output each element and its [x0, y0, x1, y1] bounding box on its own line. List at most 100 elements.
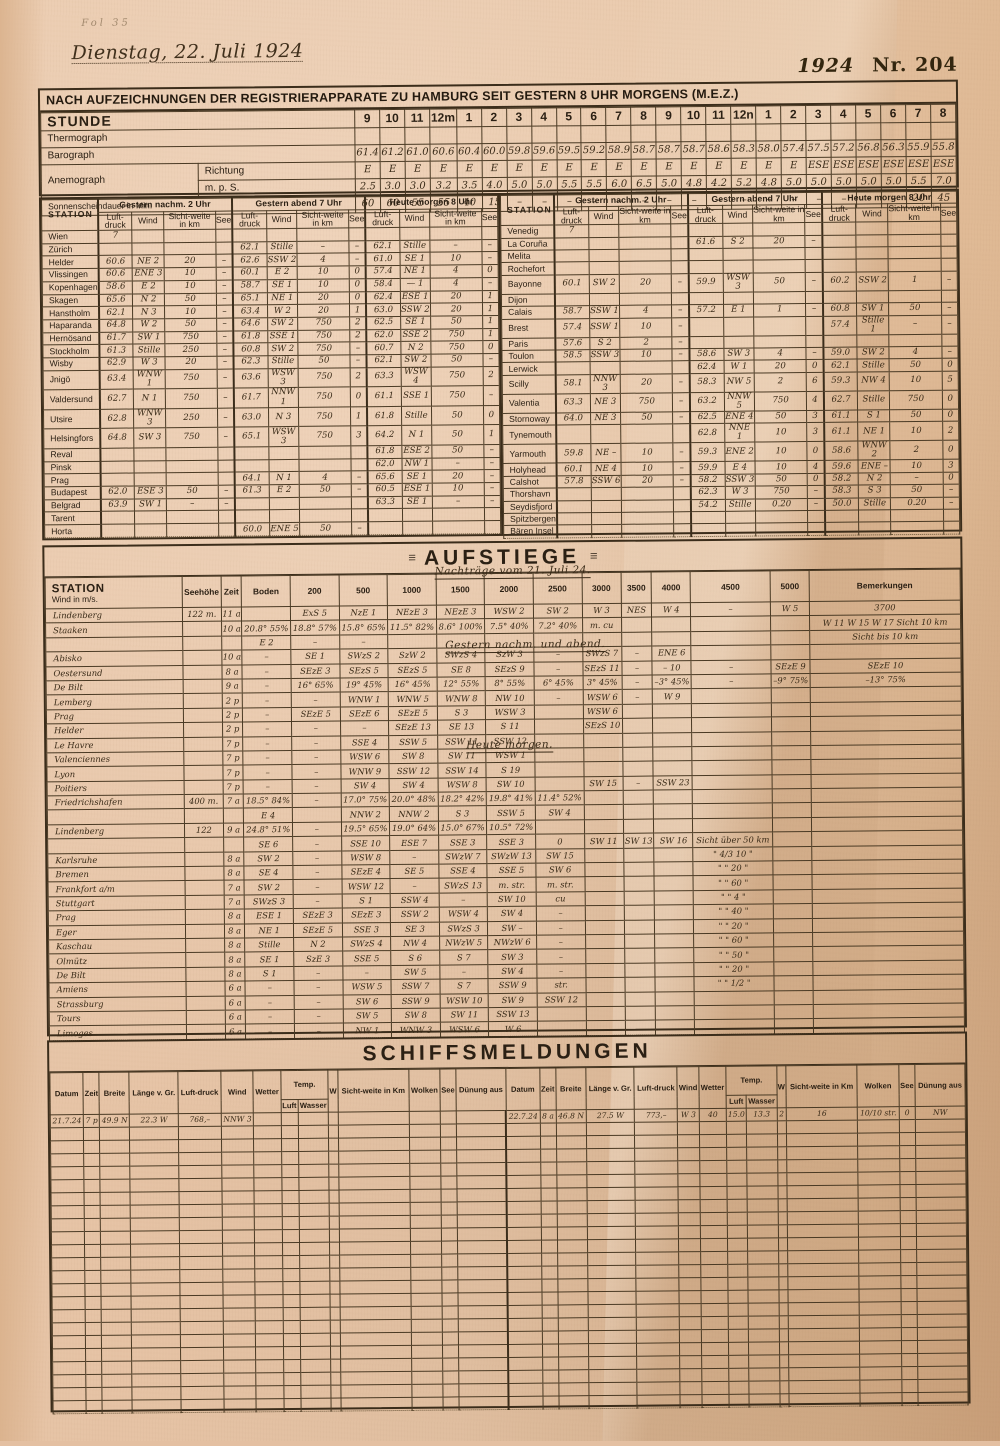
station-c-3: –	[942, 484, 960, 497]
ship-cell	[508, 1318, 543, 1332]
aufstiege-level-value-5000: W 5	[770, 601, 810, 617]
aufstiege-bemerkung: SEzE 10	[809, 657, 962, 674]
aufstiege-level-value-4000	[652, 703, 692, 719]
ship-cell	[179, 1282, 223, 1296]
ship-cell	[340, 1371, 412, 1386]
richtung-v8: E	[556, 159, 582, 177]
aufstiege-level-4500: 4500	[690, 570, 771, 603]
ship-cell	[180, 1321, 224, 1335]
note-gestern: Gestern nachm. und abend.	[445, 637, 606, 654]
hour-header-11: 8	[630, 106, 657, 126]
thermograph-v3	[429, 126, 457, 144]
aufstiege-level-value-3500	[623, 818, 655, 834]
station-c-1	[856, 221, 889, 235]
station-c-1: SSW 2	[400, 303, 431, 317]
ship-cell	[51, 1244, 85, 1258]
ship-cell	[440, 1149, 457, 1164]
ship-cell	[50, 1127, 84, 1141]
station-c-1: N 2	[858, 472, 891, 486]
ship-cell	[788, 1354, 860, 1368]
ship-cell: 8 a	[539, 1109, 557, 1124]
station-b-2	[296, 227, 349, 242]
aufstiege-level-value-4500: " " 4 "	[693, 889, 774, 905]
title-deco-right: ≡	[589, 548, 597, 564]
station-c-3	[940, 246, 958, 259]
aufstiege-seehoehe	[185, 880, 224, 896]
station-b-0	[234, 459, 269, 473]
ship-cell	[558, 1356, 589, 1370]
station-b-3	[805, 247, 823, 260]
ship-cell	[298, 1151, 330, 1165]
ship-cell	[338, 1215, 411, 1230]
station-c-1: N 2	[400, 341, 431, 355]
ship-cell	[282, 1229, 300, 1243]
aufstiege-level-value-3000: m. cu	[582, 617, 622, 633]
ship-cell	[900, 1301, 918, 1315]
ship-cell	[100, 1192, 131, 1206]
aufstiege-level-value-4500: –	[690, 601, 771, 618]
aufstiege-level-value-500: WNW 9	[340, 763, 390, 779]
ship-cell	[411, 1319, 443, 1333]
ship-cell	[442, 1370, 459, 1385]
aufstiege-level-value-1000: WNW 3	[391, 1022, 441, 1038]
aufstiege-level-value-200: N 2	[293, 937, 343, 952]
station-b-3	[348, 227, 366, 241]
station-b-0: 62.4	[689, 360, 724, 374]
ship-cell	[442, 1357, 459, 1372]
ship-cell	[52, 1335, 86, 1349]
station-a-2: 20	[164, 254, 216, 268]
station-c-2: 50	[431, 444, 484, 458]
ship-cell	[281, 1138, 299, 1152]
station-name: Brest	[501, 318, 556, 339]
ship-cell	[779, 1341, 789, 1355]
ship-cell	[100, 1244, 131, 1258]
station-b-1	[268, 446, 300, 460]
station-c-1: Stille	[401, 405, 432, 426]
station-b-2: 4	[753, 347, 807, 361]
station-b-3: 0	[349, 291, 367, 305]
aufstiege-seehoehe	[183, 693, 223, 709]
station-b-0: 63.4	[233, 304, 268, 318]
ship-cell	[441, 1292, 459, 1307]
aufstiege-level-value-500: WSW 6	[340, 749, 390, 765]
aufstiege-zeit: 7 a	[223, 880, 245, 895]
station-a-0	[556, 487, 592, 501]
aufstiege-level-value-500: –	[339, 634, 388, 650]
station-a-3: –	[217, 427, 235, 447]
aufstiege-seehoehe	[185, 981, 225, 997]
richtung-v13: E	[681, 158, 707, 176]
aufstiege-level-value-500: NzE 1	[339, 605, 388, 621]
station-name: Helder	[42, 255, 99, 269]
barograph-v10: 58.9	[606, 142, 632, 160]
station-b-3: 0	[349, 265, 366, 279]
ship-cell	[916, 1236, 967, 1250]
station-b-3: 2	[349, 367, 367, 388]
aufstiege-seehoehe	[182, 635, 222, 651]
aufstiege-level-value-500: SSE 10	[341, 835, 390, 851]
station-b-3	[806, 335, 824, 348]
station-a-2	[166, 523, 219, 537]
ship-cell	[456, 1162, 507, 1176]
station-subhead-right-0-3: See	[671, 206, 689, 225]
aufstiege-level-value-3500: SW 13	[623, 833, 655, 848]
station-c-1: SW 2	[400, 354, 431, 368]
ship-cell	[778, 1289, 788, 1303]
ship-cell	[558, 1317, 589, 1331]
ship-cell	[915, 1184, 967, 1198]
aufstiege-bemerkung: 3700	[809, 600, 961, 616]
ship-cell	[254, 1216, 283, 1230]
station-c-2	[888, 233, 941, 247]
station-b-3: –	[805, 235, 823, 248]
ship-cell: 22.3 W	[129, 1113, 179, 1128]
station-a-3: –	[672, 317, 690, 337]
issue-number: Nr. 204	[872, 53, 958, 77]
ship-cell	[748, 1341, 780, 1356]
station-b-0	[688, 248, 723, 262]
ship-cell	[679, 1329, 702, 1343]
aufstiege-level-value-1000: SW 4	[389, 777, 438, 793]
aufstiege-level-value-3000	[585, 991, 625, 1007]
station-b-0: 59.9	[688, 273, 723, 293]
ship-cell	[51, 1231, 85, 1245]
ship-cell	[678, 1160, 700, 1174]
ship-cell	[727, 1251, 748, 1265]
